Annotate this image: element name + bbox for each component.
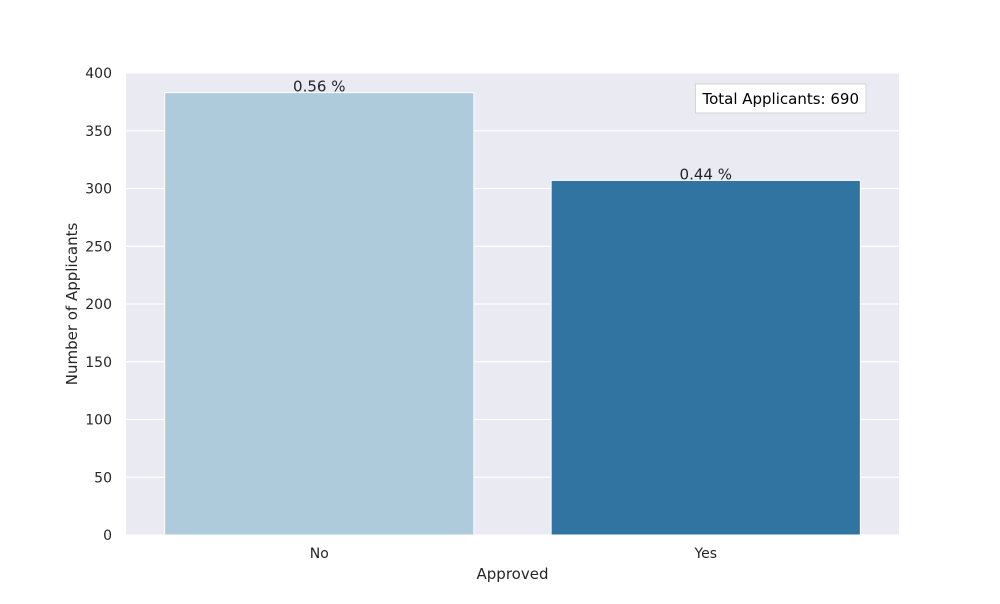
total-applicants-annotation: Total Applicants: 690 [695,83,867,114]
y-tick-label: 100 [85,413,112,429]
y-tick-label: 200 [85,297,112,313]
y-tick-labels: 0 50 100 150 200 250 300 350 400 [85,66,112,544]
bar-yes [550,179,861,536]
y-tick-label: 150 [85,355,112,371]
x-tick-label: Yes [693,546,717,562]
y-tick-label: 300 [85,182,112,198]
y-tick-label: 250 [85,239,112,255]
bar-label: 0.44 % [680,165,732,183]
bar-labels: 0.56 % 0.44 % [293,78,732,184]
annotation-text: Total Applicants: 690 [701,90,859,108]
bar-no [164,92,475,536]
y-tick-label: 0 [103,528,112,544]
x-tick-labels: No Yes [310,546,717,562]
y-tick-label: 50 [94,470,112,486]
y-tick-label: 400 [85,66,112,82]
x-tick-label: No [310,546,329,562]
bars [164,92,861,536]
bar-label: 0.56 % [293,78,345,96]
x-axis-label: Approved [477,565,549,583]
annotation-box [695,83,867,114]
y-axis-label: Number of Applicants [63,223,81,386]
y-tick-label: 350 [85,124,112,140]
